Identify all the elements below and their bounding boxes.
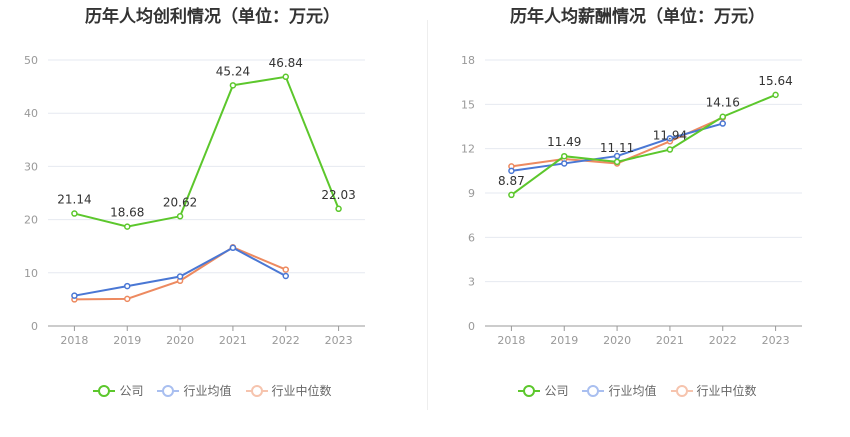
legend-swatch-industry-median — [670, 384, 693, 397]
data-point-company[interactable] — [282, 73, 289, 81]
legend-swatch-industry-avg — [157, 384, 180, 397]
data-point-industry-avg[interactable] — [613, 152, 621, 160]
legend-item-industry-avg[interactable]: 行业均值 — [157, 382, 232, 399]
data-point-industry-avg[interactable] — [561, 160, 568, 167]
data-label-company: 11.11 — [600, 141, 634, 155]
y-tick-label: 10 — [24, 267, 38, 280]
legend-swatch-industry-median — [245, 384, 268, 397]
y-tick-label: 0 — [468, 320, 475, 333]
data-point-company[interactable] — [124, 223, 131, 230]
legend-label-industry-median: 行业中位数 — [696, 384, 757, 398]
data-point-company[interactable] — [613, 158, 621, 166]
data-point-company[interactable] — [719, 113, 726, 120]
x-tick-label: 2021 — [656, 334, 684, 347]
salary-chart-title: 历年人均薪酬情况（单位：万元） — [510, 7, 765, 27]
data-point-company[interactable] — [335, 205, 342, 213]
data-label-company: 22.03 — [321, 188, 355, 202]
data-label-company: 46.84 — [269, 56, 303, 70]
x-tick-label: 2018 — [497, 334, 525, 347]
data-label-company: 11.94 — [653, 129, 687, 143]
y-tick-label: 15 — [461, 98, 475, 111]
legend-label-industry-median: 行业中位数 — [271, 384, 332, 398]
y-tick-label: 3 — [468, 276, 475, 289]
y-tick-label: 20 — [24, 214, 38, 227]
profit-chart-panel: 历年人均创利情况（单位：万元） 0 10 20 30 40 50 2018 2019 2020 2… — [0, 7, 425, 399]
data-point-company[interactable] — [561, 152, 568, 160]
legend-label-company: 公司 — [119, 384, 144, 398]
legend-swatch-industry-avg — [582, 384, 605, 397]
data-point-company[interactable] — [71, 210, 78, 217]
y-tick-label: 9 — [468, 187, 475, 200]
data-label-company: 14.16 — [706, 96, 740, 110]
salary-chart-panel: 历年人均薪酬情况（单位：万元） 0 3 6 9 12 15 18 2018 2019 2020 20… — [425, 0, 850, 437]
legend-item-company[interactable]: 公司 — [518, 382, 568, 399]
y-tick-label: 18 — [461, 54, 475, 67]
data-label-company: 11.49 — [547, 135, 581, 149]
legend-item-industry-avg[interactable]: 行业均值 — [582, 382, 657, 399]
legend-item-industry-median[interactable]: 行业中位数 — [245, 382, 332, 399]
x-tick-label: 2023 — [325, 334, 353, 347]
profit-chart-legend: 公司 行业均值 行业中位数 — [0, 382, 425, 399]
y-tick-label: 30 — [24, 160, 38, 173]
x-tick-label: 2018 — [60, 334, 88, 347]
x-tick-label: 2019 — [550, 334, 578, 347]
legend-label-industry-avg: 行业均值 — [608, 384, 657, 398]
data-point-industry-avg[interactable] — [666, 135, 674, 142]
legend-label-industry-avg: 行业均值 — [183, 384, 232, 398]
data-label-company: 21.14 — [57, 193, 91, 207]
legend-item-industry-median[interactable]: 行业中位数 — [670, 382, 757, 399]
data-label-company: 18.68 — [110, 206, 144, 220]
x-tick-label: 2020 — [603, 334, 631, 347]
data-point-company[interactable] — [666, 146, 674, 153]
y-tick-label: 12 — [461, 143, 475, 156]
data-label-company: 8.87 — [498, 174, 525, 188]
data-point-company[interactable] — [508, 191, 515, 199]
data-point-industry-avg[interactable] — [124, 282, 131, 290]
data-point-company[interactable] — [176, 213, 184, 220]
data-point-industry-median[interactable] — [282, 266, 289, 273]
data-label-company: 45.24 — [216, 64, 250, 78]
data-point-industry-avg[interactable] — [176, 273, 184, 280]
profit-chart-title: 历年人均创利情况（单位：万元） — [85, 7, 340, 27]
x-tick-label: 2023 — [762, 334, 790, 347]
data-point-company[interactable] — [772, 91, 779, 99]
x-tick-label: 2020 — [166, 334, 194, 347]
data-point-industry-avg[interactable] — [282, 272, 289, 280]
y-tick-label: 6 — [468, 231, 475, 244]
x-tick-label: 2022 — [709, 334, 737, 347]
data-point-industry-avg[interactable] — [508, 167, 515, 175]
legend-swatch-company — [93, 384, 116, 397]
legend-label-company: 公司 — [544, 384, 569, 398]
salary-chart-legend: 公司 行业均值 行业中位数 — [425, 382, 850, 399]
data-point-industry-median[interactable] — [124, 295, 131, 303]
x-tick-label: 2019 — [113, 334, 141, 347]
y-tick-label: 0 — [31, 320, 38, 333]
x-tick-label: 2022 — [272, 334, 300, 347]
legend-swatch-company — [518, 384, 541, 397]
legend-item-company[interactable]: 公司 — [93, 382, 143, 399]
panel-divider — [427, 20, 428, 410]
data-point-industry-avg[interactable] — [719, 120, 726, 127]
data-point-industry-avg[interactable] — [71, 292, 78, 299]
salary-chart-svg: 0 3 6 9 12 15 18 2018 2019 2020 2021 2022 2023 8.87 11… — [461, 54, 802, 347]
data-label-company: 20.62 — [163, 195, 197, 209]
profit-chart-svg: 0 10 20 30 40 50 2018 2019 2020 2021 2022 2023 21.14… — [24, 54, 365, 347]
series-line-industry-avg — [74, 246, 287, 297]
series-line-company — [74, 75, 340, 228]
y-tick-label: 40 — [24, 107, 38, 120]
data-point-company[interactable] — [229, 82, 237, 89]
data-label-company: 15.64 — [758, 74, 792, 88]
series-line-company — [510, 93, 776, 196]
x-tick-label: 2021 — [219, 334, 247, 347]
y-tick-label: 50 — [24, 54, 38, 67]
data-point-industry-avg[interactable] — [229, 244, 237, 252]
